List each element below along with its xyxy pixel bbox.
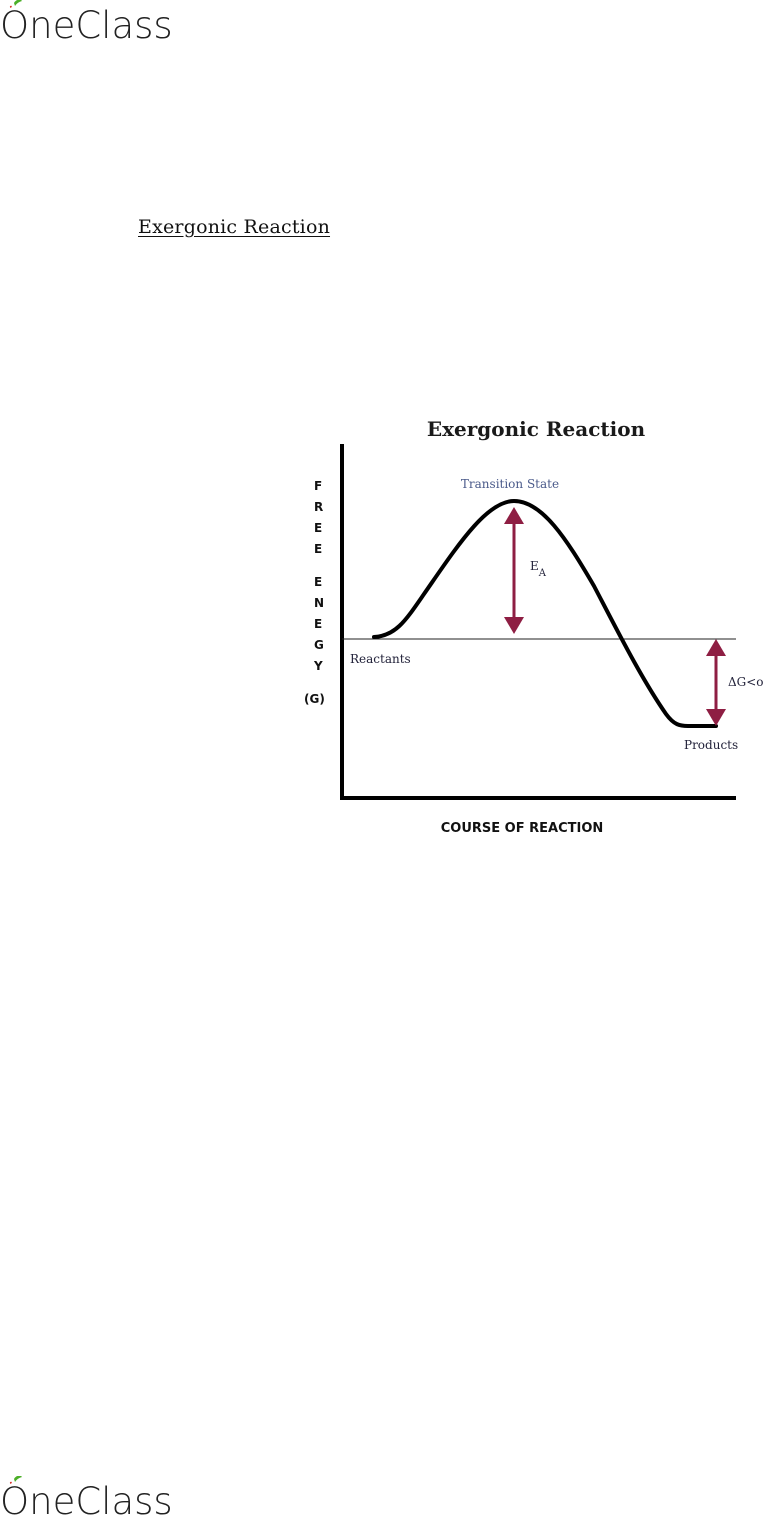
x-axis-label: COURSE OF REACTION (441, 821, 604, 836)
transition-state-label: Transition State (461, 477, 559, 491)
y-axis-letter: N (314, 596, 324, 610)
footer-brand: OneClass (0, 1476, 190, 1520)
y-axis-letter: Y (313, 659, 323, 673)
activation-energy-label: EA (530, 559, 547, 579)
header-brand: OneClass (0, 0, 190, 44)
brand-text: OneClass (0, 1480, 173, 1520)
y-axis-letter: E (314, 542, 322, 556)
activation-energy-arrow (504, 507, 524, 634)
y-axis-letter: E (314, 575, 322, 589)
oneclass-logo-footer: OneClass (0, 1476, 173, 1520)
y-axis-letter: E (314, 521, 322, 535)
y-axis-letter: R (314, 500, 323, 514)
y-axis-letter: E (314, 617, 322, 631)
y-axis-letter: G (314, 638, 324, 652)
figure-title: Exergonic Reaction (427, 417, 646, 441)
y-axis-letter: (G) (304, 692, 325, 706)
delta-g-label: ΔG<o (728, 675, 764, 689)
reaction-curve (372, 498, 718, 728)
y-axis-letter: F (314, 479, 322, 493)
delta-g-arrow (706, 639, 726, 726)
exergonic-figure: Exergonic Reaction F R E E E N E G Y (G) EA ΔG<o … (296, 408, 764, 848)
apple-icon (9, 1476, 22, 1484)
brand-text: OneClass (0, 4, 173, 44)
products-label: Products (684, 738, 738, 752)
page-heading: Exergonic Reaction (138, 216, 331, 238)
oneclass-logo: OneClass (0, 0, 173, 44)
reactants-label: Reactants (350, 652, 411, 666)
apple-icon (9, 0, 22, 8)
